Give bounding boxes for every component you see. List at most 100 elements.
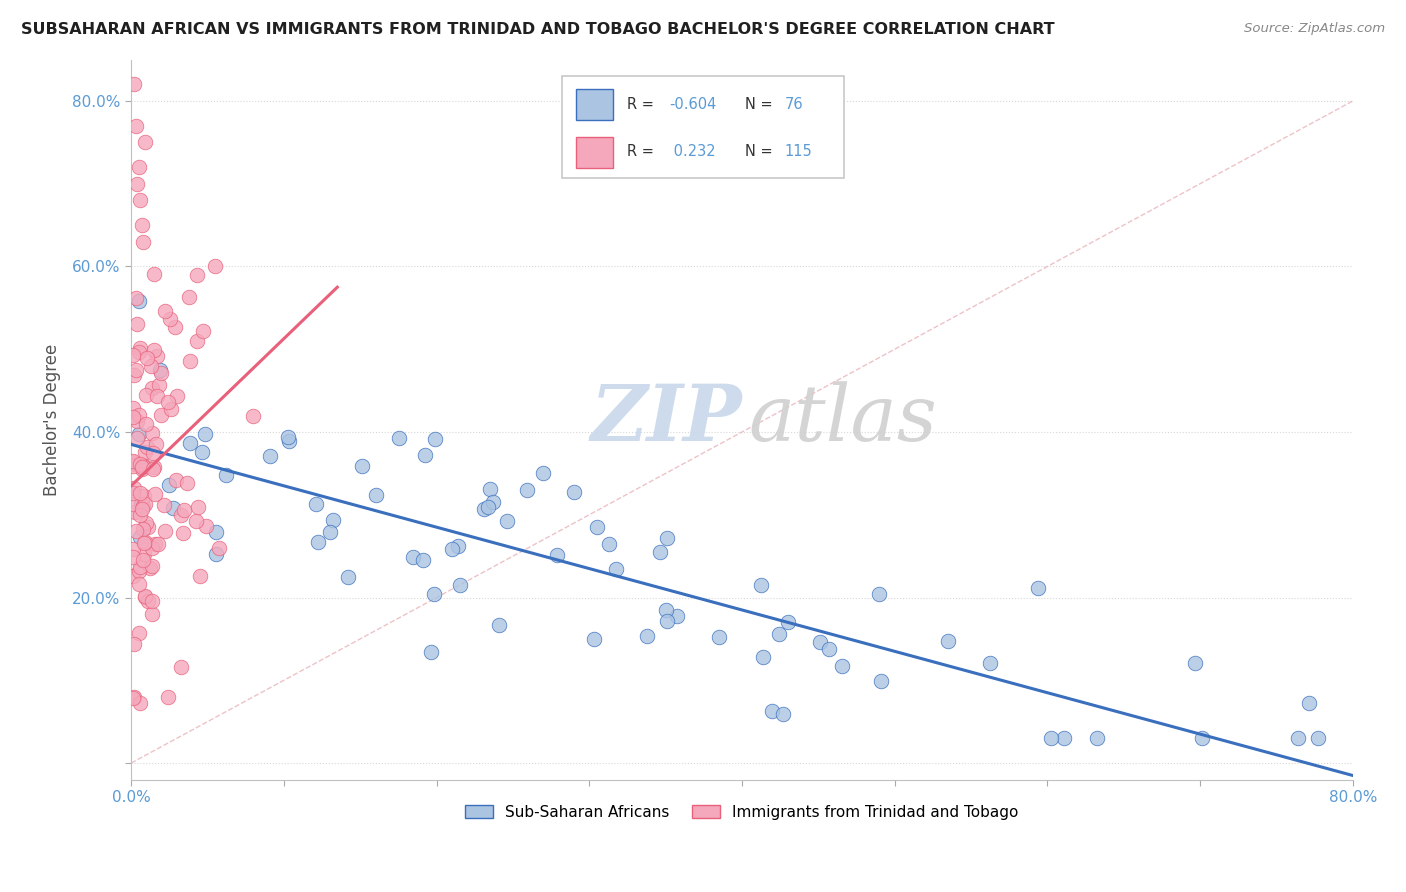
- Point: [818, 641, 841, 656]
- Point: [134, 498, 156, 512]
- Point: [172, 526, 194, 541]
- Point: [259, 449, 281, 463]
- Point: [129, 497, 152, 511]
- Point: [129, 194, 152, 208]
- Point: [143, 268, 166, 282]
- Point: [496, 514, 519, 528]
- Point: [586, 519, 609, 533]
- Point: [170, 508, 193, 522]
- Point: [277, 434, 299, 448]
- Point: [869, 673, 891, 688]
- Point: [938, 633, 960, 648]
- Point: [134, 590, 156, 604]
- Point: [132, 458, 155, 472]
- Point: [776, 615, 799, 630]
- Point: [166, 389, 188, 403]
- Point: [479, 482, 502, 496]
- Text: R =: R =: [627, 96, 658, 112]
- Point: [831, 658, 853, 673]
- Point: [150, 366, 173, 380]
- Point: [322, 513, 344, 527]
- Text: Source: ZipAtlas.com: Source: ZipAtlas.com: [1244, 22, 1385, 36]
- Point: [531, 466, 554, 480]
- Point: [128, 486, 150, 500]
- Point: [122, 78, 145, 92]
- Point: [132, 536, 155, 550]
- Point: [205, 547, 228, 561]
- Point: [176, 475, 198, 490]
- Point: [214, 468, 236, 483]
- Point: [1286, 731, 1309, 746]
- Point: [187, 500, 209, 515]
- Point: [121, 486, 143, 500]
- Point: [204, 260, 226, 274]
- Point: [186, 268, 208, 282]
- Text: SUBSAHARAN AFRICAN VS IMMIGRANTS FROM TRINIDAD AND TOBAGO BACHELOR'S DEGREE CORR: SUBSAHARAN AFRICAN VS IMMIGRANTS FROM TR…: [21, 22, 1054, 37]
- Point: [423, 432, 446, 446]
- Point: [319, 525, 342, 540]
- FancyBboxPatch shape: [576, 89, 613, 120]
- Point: [188, 569, 211, 583]
- Point: [135, 440, 157, 454]
- Point: [121, 569, 143, 583]
- Point: [605, 562, 627, 576]
- Point: [141, 594, 163, 608]
- Point: [131, 218, 153, 232]
- Point: [125, 119, 148, 133]
- Point: [121, 496, 143, 510]
- Point: [709, 630, 731, 644]
- Point: [157, 395, 180, 409]
- Point: [136, 594, 159, 608]
- Point: [305, 497, 328, 511]
- Point: [482, 494, 505, 508]
- Point: [162, 501, 184, 516]
- Point: [129, 508, 152, 522]
- Point: [1085, 731, 1108, 746]
- Point: [121, 454, 143, 468]
- Point: [121, 455, 143, 469]
- Point: [768, 627, 790, 641]
- Y-axis label: Bachelor's Degree: Bachelor's Degree: [44, 343, 60, 496]
- Point: [337, 570, 360, 584]
- Point: [1298, 696, 1320, 710]
- Point: [868, 587, 890, 601]
- Point: [153, 304, 176, 318]
- Point: [124, 457, 146, 471]
- Point: [150, 408, 173, 422]
- Point: [153, 524, 176, 538]
- Point: [186, 514, 208, 528]
- Point: [134, 534, 156, 549]
- Point: [1053, 731, 1076, 746]
- Point: [142, 462, 165, 476]
- Point: [125, 414, 148, 428]
- Point: [1026, 581, 1049, 595]
- Point: [138, 561, 160, 575]
- Point: [516, 483, 538, 498]
- Point: [179, 436, 201, 450]
- Point: [447, 539, 470, 553]
- Point: [157, 690, 180, 705]
- Point: [163, 319, 186, 334]
- Point: [142, 343, 165, 358]
- Point: [143, 487, 166, 501]
- Point: [128, 344, 150, 359]
- Point: [598, 537, 620, 551]
- Point: [135, 516, 157, 530]
- Point: [135, 417, 157, 431]
- Point: [173, 503, 195, 517]
- Text: ZIP: ZIP: [591, 382, 742, 458]
- Point: [307, 535, 329, 549]
- Point: [177, 290, 200, 304]
- Point: [128, 408, 150, 422]
- Point: [124, 481, 146, 495]
- Point: [148, 377, 170, 392]
- Point: [145, 389, 167, 403]
- Point: [134, 136, 156, 150]
- Point: [132, 458, 155, 473]
- Text: N =: N =: [745, 96, 778, 112]
- Point: [121, 549, 143, 564]
- Point: [449, 577, 471, 591]
- FancyBboxPatch shape: [562, 76, 844, 178]
- Point: [655, 532, 678, 546]
- Point: [121, 410, 143, 425]
